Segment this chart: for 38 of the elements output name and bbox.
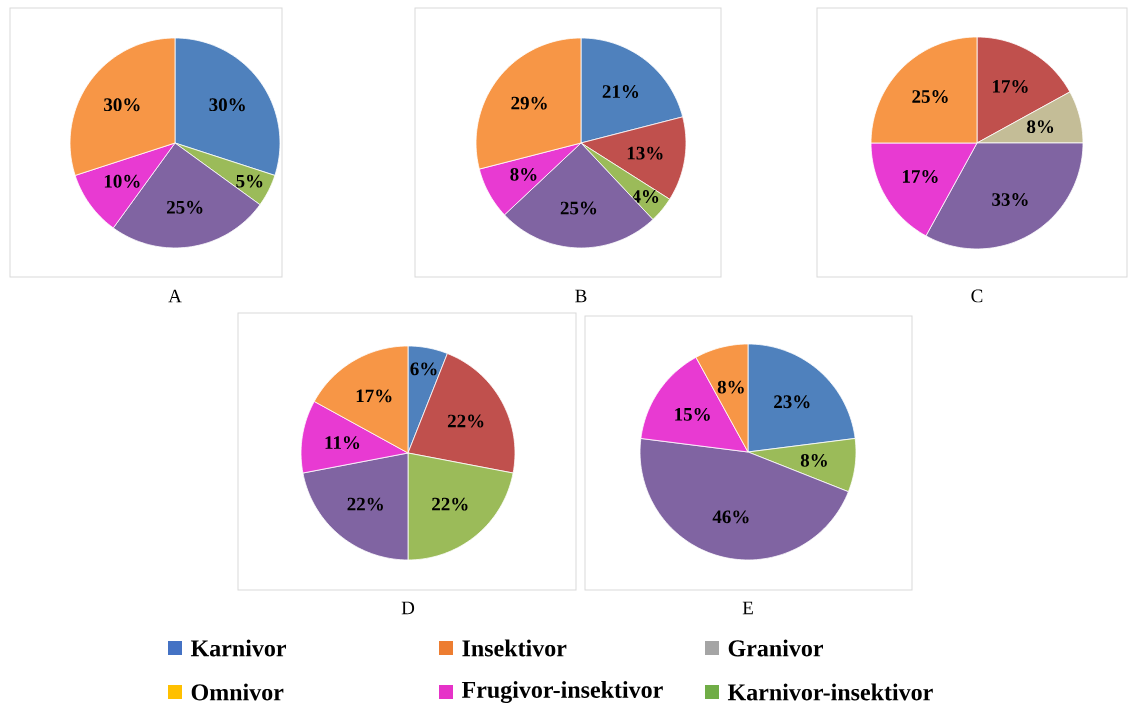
data-label: 10%: [104, 174, 140, 188]
category-label: Karnivor-insektivor: [727, 683, 933, 701]
text: C: [971, 289, 983, 303]
data-label: 17%: [992, 79, 1028, 93]
data-label: 4%: [631, 190, 659, 203]
data-label: 22%: [347, 497, 383, 511]
data-label: 25%: [560, 201, 597, 215]
data-label: 13%: [627, 146, 663, 160]
category-label: Frugivor-insektivor: [461, 681, 663, 703]
data-label: 46%: [712, 510, 749, 524]
data-label: 22%: [447, 414, 484, 428]
category-label: Insektivor: [462, 639, 567, 657]
data-label: 22%: [432, 497, 468, 511]
category-label: Granivor: [728, 639, 824, 657]
category-label: Karnivor: [190, 639, 287, 657]
data-label: 25%: [166, 200, 203, 214]
data-label: 6%: [410, 362, 437, 376]
category-label: Omnivor: [191, 683, 284, 701]
data-label: 8%: [1027, 120, 1054, 134]
data-label: 8%: [717, 380, 744, 394]
data-label: 30%: [209, 98, 245, 112]
text: B: [575, 289, 587, 303]
data-label: 29%: [511, 96, 547, 110]
data-label: 30%: [104, 98, 140, 112]
data-label: 25%: [912, 90, 948, 103]
text: D: [401, 601, 415, 615]
data-label: 17%: [902, 170, 938, 183]
text: E: [742, 601, 753, 615]
data-label: 5%: [236, 174, 263, 188]
data-label: 33%: [992, 193, 1028, 206]
data-label: 21%: [602, 85, 639, 98]
data-label: 23%: [774, 395, 810, 409]
text: A: [168, 289, 182, 303]
data-label: 15%: [675, 407, 710, 421]
data-label: 17%: [356, 389, 392, 403]
data-label: 8%: [800, 453, 827, 467]
data-label: 8%: [510, 167, 537, 181]
data-label: 11%: [325, 436, 360, 450]
